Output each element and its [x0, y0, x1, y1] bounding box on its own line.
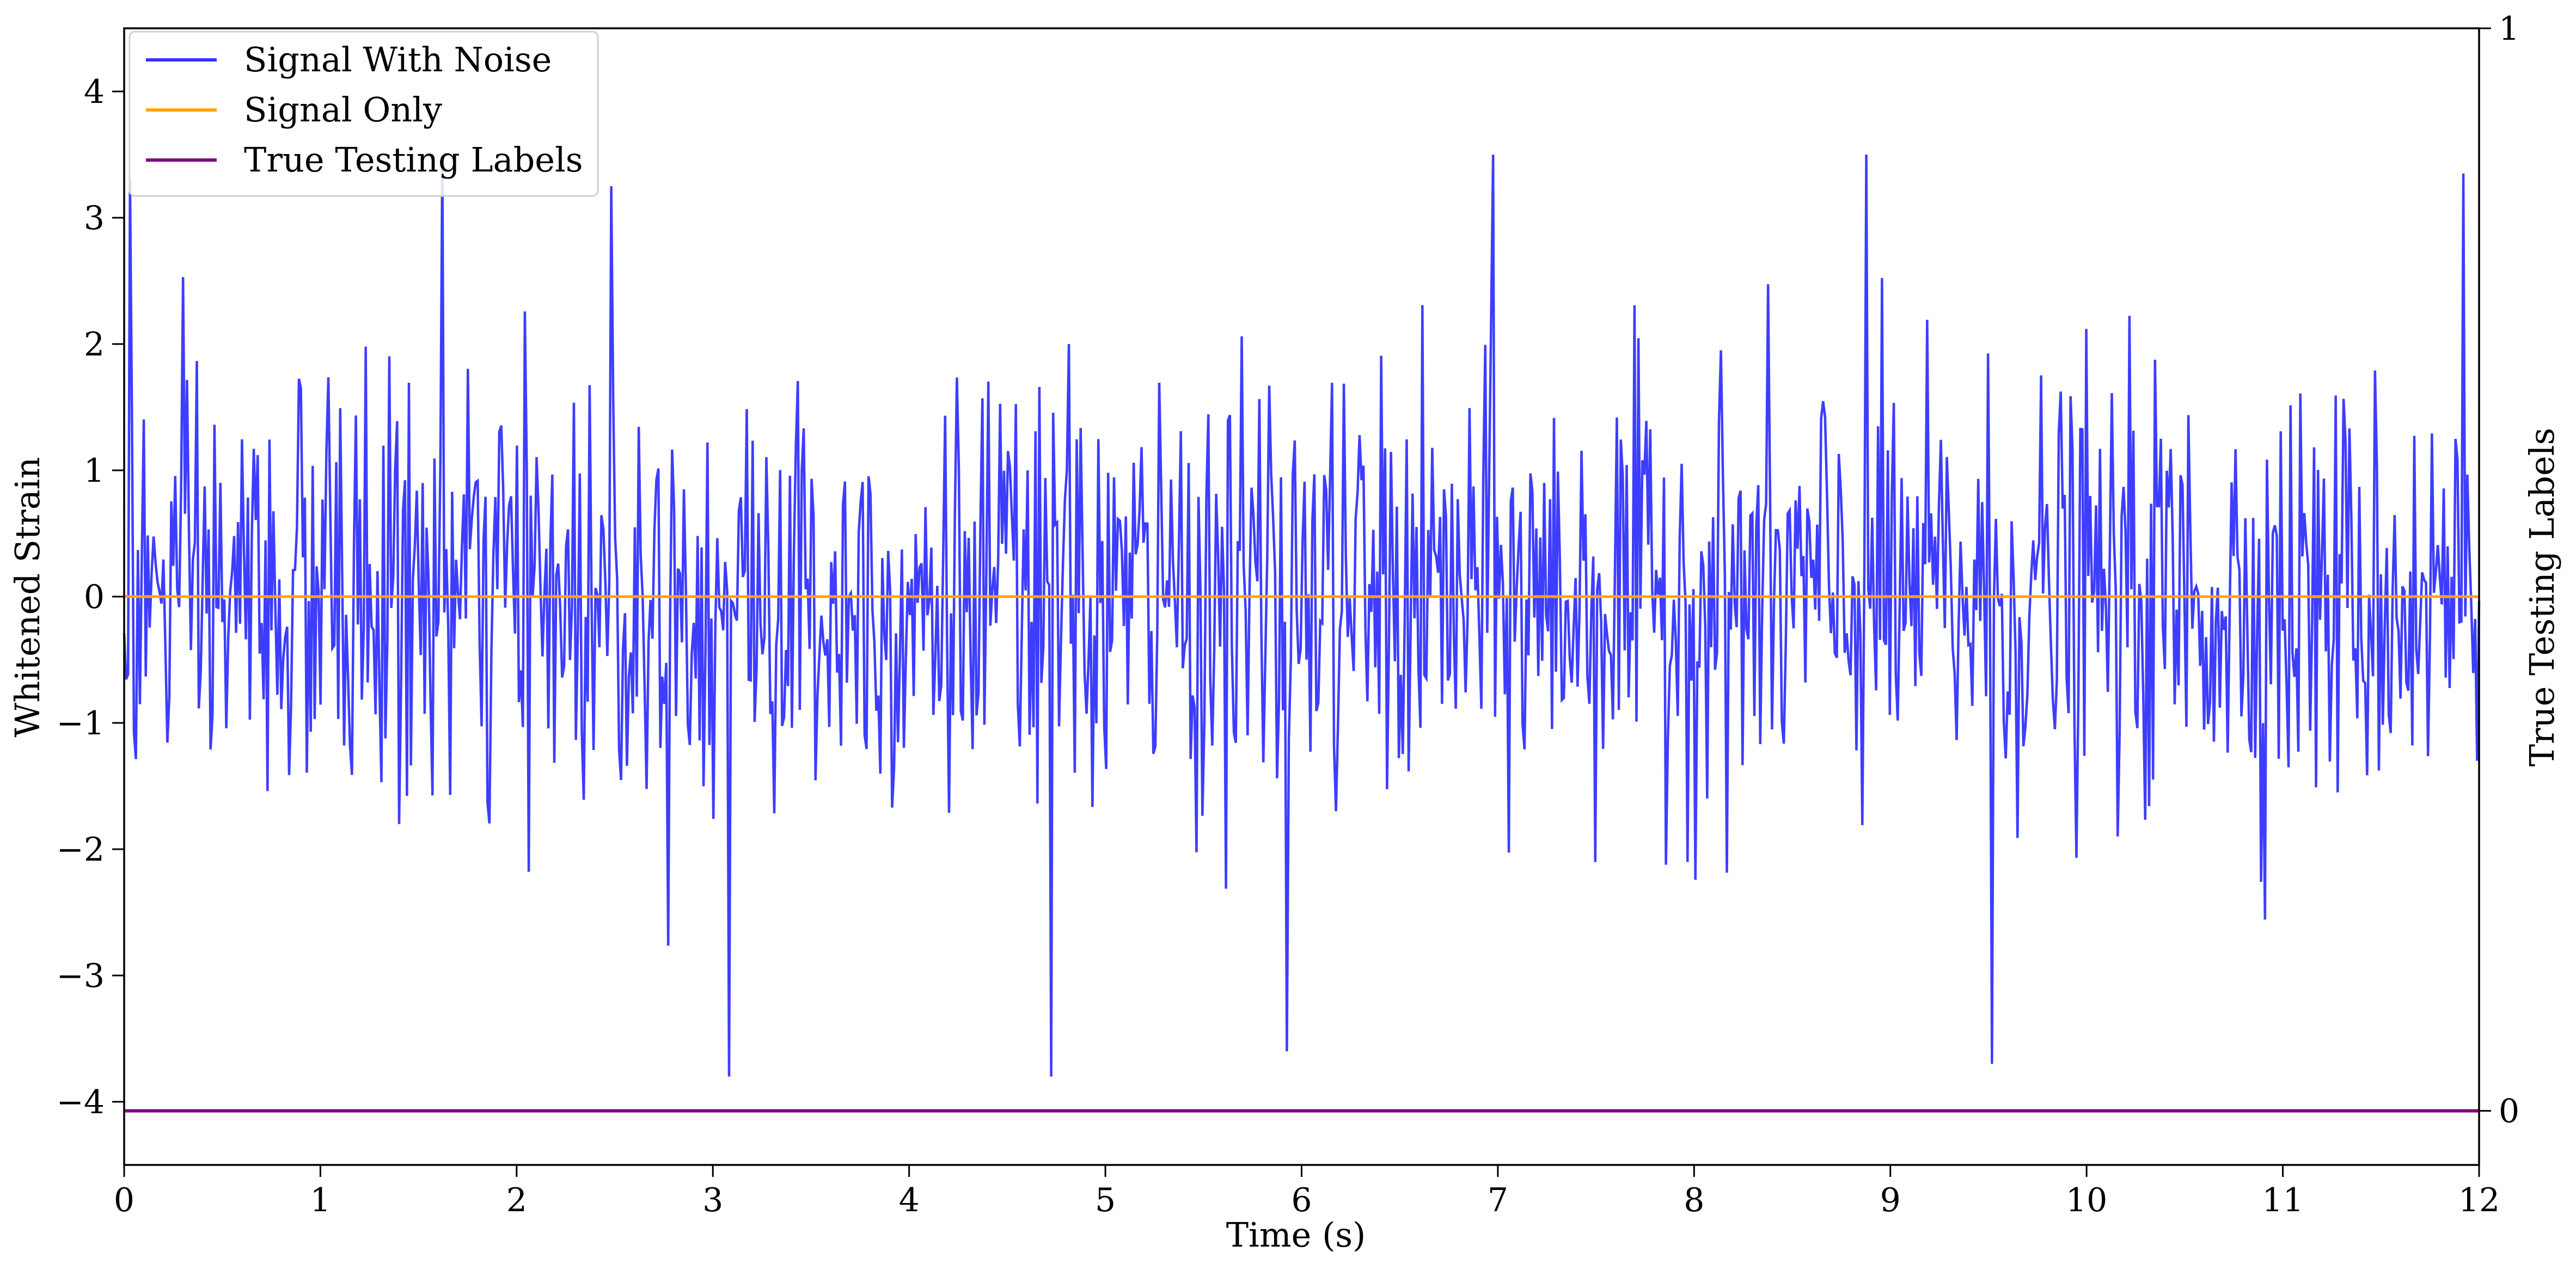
- y2-axis-label: True Testing Labels: [2522, 428, 2562, 767]
- y-axis-ticks: −4 −3 −2 −1 0 1 2 3 4: [57, 73, 124, 1121]
- y-tick-label: 2: [84, 326, 105, 364]
- x-tick-label: 11: [2262, 1181, 2303, 1219]
- y2-axis-ticks: 01: [2479, 10, 2519, 1131]
- y-tick-label: −4: [57, 1083, 105, 1121]
- y-tick-label: −1: [57, 704, 105, 743]
- y-tick-label: 4: [84, 73, 105, 111]
- y-axis-label: Whitened Strain: [8, 457, 47, 738]
- y-tick-label: 1: [84, 452, 105, 490]
- x-tick-label: 8: [1684, 1181, 1704, 1219]
- legend: Signal With Noise Signal Only True Testing…: [129, 30, 599, 197]
- legend-entry: Signal Only: [244, 90, 442, 130]
- x-axis-ticks: 0 1 2 3 4 5 6 7 8 9 10 11 12: [114, 1165, 2500, 1219]
- x-tick-label: 9: [1880, 1181, 1901, 1219]
- x-tick-label: 5: [1095, 1181, 1116, 1219]
- x-tick-label: 6: [1291, 1181, 1312, 1219]
- x-tick-label: 0: [114, 1181, 134, 1219]
- x-tick-label: 3: [702, 1181, 723, 1219]
- x-tick-label: 10: [2066, 1181, 2107, 1219]
- y-tick-label: −3: [57, 957, 105, 995]
- y-tick-label: 0: [84, 578, 105, 616]
- x-tick-label: 2: [506, 1181, 527, 1219]
- x-axis-label: Time (s): [1226, 1215, 1366, 1255]
- y2-tick-label: 0: [2499, 1093, 2519, 1131]
- y2-tick-label: 1: [2499, 10, 2519, 48]
- legend-box: [129, 30, 599, 197]
- x-tick-label: 12: [2458, 1181, 2500, 1219]
- y-tick-label: −2: [57, 831, 105, 869]
- x-tick-label: 7: [1488, 1181, 1508, 1219]
- y-tick-label: 3: [84, 199, 105, 237]
- x-tick-label: 1: [310, 1181, 331, 1219]
- x-tick-label: 4: [899, 1181, 920, 1219]
- legend-entry: True Testing Labels: [244, 140, 583, 180]
- legend-entry: Signal With Noise: [244, 40, 552, 79]
